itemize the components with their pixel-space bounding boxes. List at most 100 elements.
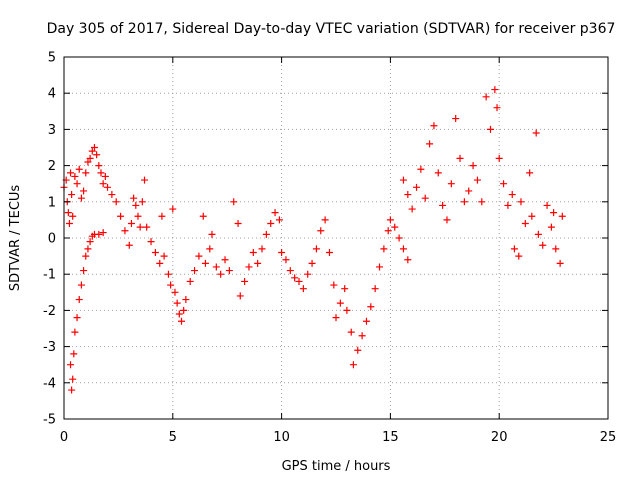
data-point <box>443 216 451 224</box>
data-point <box>434 169 442 177</box>
data-point <box>395 234 403 242</box>
data-point <box>164 270 172 278</box>
data-point <box>125 241 133 249</box>
data-point <box>201 259 209 267</box>
data-point <box>80 267 88 275</box>
data-point <box>67 361 75 369</box>
data-point <box>304 270 312 278</box>
data-point <box>77 194 85 202</box>
data-point <box>69 375 77 383</box>
y-tick-label: -5 <box>43 413 56 428</box>
data-point <box>362 317 370 325</box>
data-point <box>82 252 90 260</box>
data-point <box>221 256 229 264</box>
data-point <box>236 292 244 300</box>
data-point <box>171 288 179 296</box>
data-point <box>384 227 392 235</box>
data-point <box>504 201 512 209</box>
data-point <box>141 176 149 184</box>
x-tick-label: 10 <box>273 430 290 445</box>
axis-ticks: 0 5 10 15 20 25 -5 -4 -3 -2 -1 0 1 2 3 4 5 <box>43 51 616 446</box>
y-tick-label: 1 <box>48 195 56 210</box>
data-point <box>241 277 249 285</box>
data-point <box>99 229 107 237</box>
data-point <box>182 296 190 304</box>
data-point <box>136 223 144 231</box>
data-point <box>199 212 207 220</box>
y-tick-label: 0 <box>48 232 56 247</box>
data-point <box>426 140 434 148</box>
data-point <box>515 252 523 260</box>
y-tick-label: 3 <box>48 123 56 138</box>
data-point <box>299 285 307 293</box>
data-point <box>169 205 177 213</box>
y-tick-label: -1 <box>43 268 56 283</box>
data-point <box>478 198 486 206</box>
data-point <box>308 259 316 267</box>
data-point <box>73 180 81 188</box>
data-point <box>132 201 140 209</box>
data-point <box>104 183 112 191</box>
data-point <box>447 180 455 188</box>
data-point <box>439 201 447 209</box>
data-point <box>550 209 558 217</box>
data-point <box>112 198 120 206</box>
data-point <box>556 259 564 267</box>
data-point <box>230 198 238 206</box>
data-point <box>67 169 75 177</box>
data-point <box>532 129 540 137</box>
data-point <box>134 212 142 220</box>
data-point <box>543 201 551 209</box>
data-point <box>70 350 78 358</box>
data-point <box>75 165 83 173</box>
data-point <box>234 220 242 228</box>
data-point <box>358 332 366 340</box>
data-point <box>65 220 73 228</box>
data-point <box>167 281 175 289</box>
data-point <box>258 245 266 253</box>
data-point <box>86 154 94 162</box>
data-point <box>121 227 129 235</box>
data-point <box>380 245 388 253</box>
data-point <box>80 187 88 195</box>
data-point <box>151 248 159 256</box>
data-point <box>500 180 508 188</box>
chart-title: Day 305 of 2017, Sidereal Day-to-day VTE… <box>47 21 616 37</box>
data-point <box>71 172 79 180</box>
data-point <box>367 303 375 311</box>
data-point <box>108 191 116 199</box>
data-point <box>275 216 283 224</box>
data-point <box>156 259 164 267</box>
y-tick-label: 2 <box>48 159 56 174</box>
y-tick-label: -3 <box>43 340 56 355</box>
data-point <box>539 241 547 249</box>
data-point <box>347 328 355 336</box>
data-point <box>147 238 155 246</box>
data-point <box>278 248 286 256</box>
data-point <box>521 220 529 228</box>
data-point <box>460 198 468 206</box>
data-point <box>330 281 338 289</box>
data-point <box>456 154 464 162</box>
data-point <box>212 263 220 271</box>
data-point <box>452 115 460 123</box>
data-point <box>413 183 421 191</box>
grid <box>64 57 608 419</box>
y-axis-label: SDTVAR / TECUs <box>8 185 23 292</box>
data-point <box>117 212 125 220</box>
data-point <box>473 176 481 184</box>
data-point <box>101 172 109 180</box>
data-point <box>391 223 399 231</box>
data-point <box>371 285 379 293</box>
data-point <box>86 238 94 246</box>
y-tick-label: -2 <box>43 304 56 319</box>
data-point <box>175 310 183 318</box>
data-point <box>249 248 257 256</box>
data-point <box>68 191 76 199</box>
data-point <box>88 147 96 155</box>
data-point <box>552 245 560 253</box>
data-point <box>421 194 429 202</box>
y-tick-label: 4 <box>48 87 56 102</box>
